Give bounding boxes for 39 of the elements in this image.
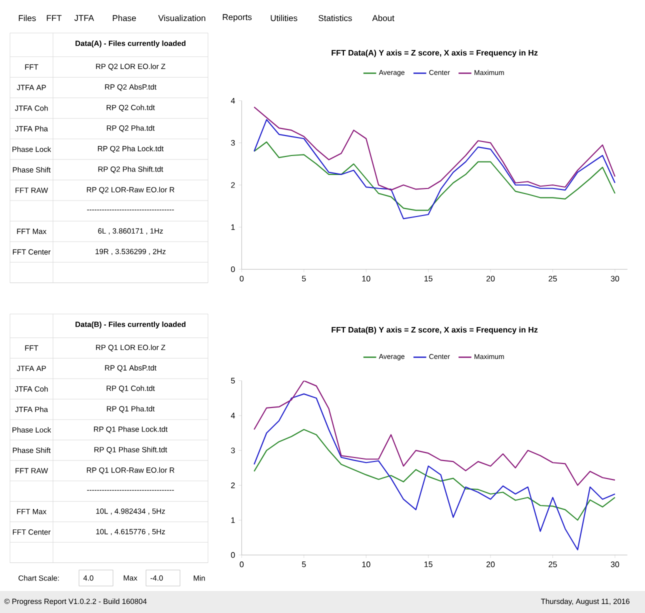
x-tick-label: 5: [302, 562, 306, 568]
y-tick-label: 3: [231, 448, 235, 454]
line-series: [254, 141, 616, 211]
line-series: [254, 380, 616, 486]
y-tick-label: 4: [230, 412, 235, 418]
y-tick-label: 1: [231, 517, 235, 523]
x-tick-label: 10: [362, 562, 370, 568]
text: Visualization: [158, 14, 206, 22]
text: About: [372, 14, 394, 22]
x-tick-label: 10: [362, 276, 370, 282]
y-tick-label: 3: [231, 140, 235, 146]
y-tick-label: 2: [231, 182, 235, 188]
x-tick-label: 0: [240, 276, 244, 282]
y-tick-label: 2: [231, 482, 235, 488]
y-tick-label: 4: [230, 98, 235, 104]
x-tick-label: 15: [424, 562, 432, 568]
text: JTFA: [74, 15, 94, 21]
y-tick-label: 0: [231, 266, 235, 272]
x-tick-label: 20: [486, 562, 495, 568]
text: Utilities: [270, 14, 298, 22]
text: Files: [18, 14, 36, 22]
x-tick-label: 30: [610, 562, 620, 568]
x-tick-label: 30: [610, 276, 620, 282]
text: FFT: [46, 15, 62, 21]
x-tick-label: 20: [486, 276, 495, 282]
x-tick-label: 25: [548, 562, 557, 568]
y-tick-label: 1: [231, 224, 235, 230]
text: Reports: [222, 14, 252, 22]
x-tick-label: 5: [302, 276, 306, 282]
x-tick-label: 15: [424, 276, 432, 282]
x-tick-label: 25: [548, 276, 557, 282]
text: Statistics: [318, 14, 352, 22]
x-tick-label: 0: [240, 562, 244, 568]
y-tick-label: 0: [231, 552, 235, 558]
line-series: [254, 393, 616, 550]
text: Phase: [112, 14, 136, 22]
chart-title: FFT Data(B) Y axis = Z score, X axis = Frequency in Hz: [332, 326, 538, 334]
y-tick-label: 5: [231, 378, 235, 384]
chart-title: FFT Data(A) Y axis = Z score, X axis = Frequency in Hz: [332, 50, 538, 58]
